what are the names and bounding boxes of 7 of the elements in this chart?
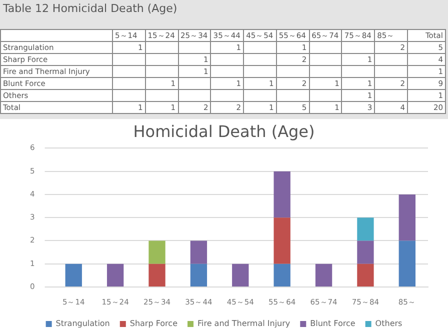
- caption: Table 12 Homicidal Death (Age): [2, 2, 178, 17]
- chart-title: Homicidal Death (Age): [133, 122, 315, 141]
- legend-label: Sharp Force: [130, 319, 178, 328]
- legend-label: Others: [375, 319, 402, 328]
- legend-label: Fire and Thermal Injury: [197, 319, 290, 328]
- legend-label: Strangulation: [56, 319, 110, 328]
- legend-label: Blunt Force: [310, 319, 356, 328]
